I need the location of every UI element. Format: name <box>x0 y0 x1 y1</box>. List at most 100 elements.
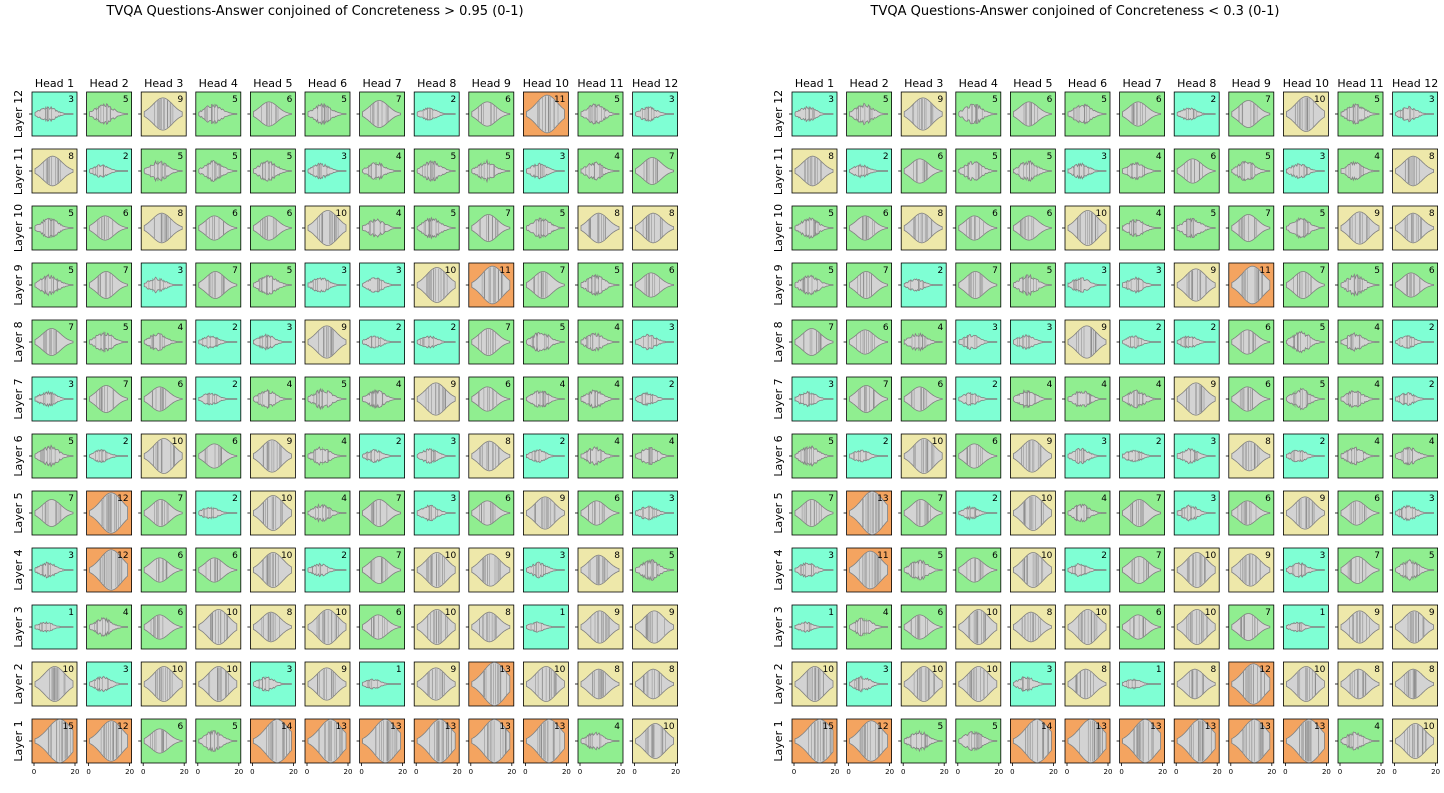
count-label: 8 <box>614 665 620 675</box>
violin-cell: 5 <box>789 205 838 251</box>
count-label: 7 <box>883 266 889 276</box>
count-label: 2 <box>396 323 402 333</box>
violin-mark <box>1013 389 1052 409</box>
count-label: 8 <box>1101 665 1107 675</box>
layer-label: Layer 4 <box>772 549 785 590</box>
count-label: 10 <box>336 608 348 618</box>
count-label: 6 <box>505 494 511 504</box>
count-label: 3 <box>287 323 293 333</box>
violin-mark <box>143 159 183 183</box>
x-tick-label: 20 <box>831 768 840 776</box>
violin-cell: 13 0 20 <box>1116 718 1167 776</box>
count-label: 7 <box>883 380 889 390</box>
count-label: 13 <box>1096 722 1107 732</box>
violin-cell: 10 <box>1062 205 1111 251</box>
count-label: 6 <box>1265 323 1271 333</box>
count-label: 3 <box>450 437 456 447</box>
count-label: 6 <box>287 209 293 219</box>
x-tick-label: 20 <box>1267 768 1276 776</box>
violin-cell: 8 <box>1225 433 1275 479</box>
violin-mark <box>580 554 620 586</box>
count-label: 5 <box>560 323 566 333</box>
layer-label: Layer 1 <box>12 720 25 761</box>
violin-cell: 8 <box>1389 205 1438 251</box>
violin-cell: 6 <box>1171 148 1220 194</box>
count-label: 12 <box>1259 665 1270 675</box>
head-label: Head 7 <box>1122 77 1161 90</box>
violin-mark <box>635 723 674 759</box>
violin-mark <box>253 101 292 127</box>
violin-cell: 5 <box>1280 205 1329 251</box>
violin-cell: 7 <box>465 319 515 365</box>
x-tick-label: 20 <box>562 768 571 776</box>
violin-cell: 5 0 20 <box>952 718 1003 776</box>
count-label: 11 <box>499 266 510 276</box>
count-label: 3 <box>1320 551 1326 561</box>
violin-cell: 5 <box>898 547 947 593</box>
violin-cell: 10 <box>29 661 78 707</box>
violin-cell: 13 0 20 <box>411 718 462 776</box>
x-tick-label: 0 <box>359 768 363 776</box>
count-label: 2 <box>232 323 238 333</box>
violin-cell: 6 <box>1007 91 1056 137</box>
x-tick-label: 0 <box>956 768 960 776</box>
violin-mark <box>958 505 998 521</box>
violin-cell: 13 0 20 <box>1280 718 1331 776</box>
violin-mark <box>1395 558 1434 582</box>
violin-cell: 8 <box>629 205 678 251</box>
violin-cell: 10 0 20 <box>1389 718 1440 776</box>
count-label: 6 <box>232 551 238 561</box>
violin-mark <box>635 610 674 644</box>
count-label: 5 <box>992 95 998 105</box>
violin-cell: 6 <box>138 547 187 593</box>
count-label: 3 <box>1210 437 1216 447</box>
count-label: 3 <box>1101 152 1107 162</box>
violin-cell: 5 <box>1335 262 1384 308</box>
violin-mark <box>1067 719 1107 763</box>
count-label: 4 <box>396 380 402 390</box>
count-label: 5 <box>1374 266 1380 276</box>
count-label: 10 <box>336 209 348 219</box>
count-label: 10 <box>226 665 238 675</box>
violin-mark <box>253 676 292 692</box>
violin-cell: 7 <box>1225 91 1275 137</box>
violin-cell: 8 <box>465 433 515 479</box>
violin-cell: 3 <box>302 148 351 194</box>
violin-cell: 11 <box>1225 262 1275 308</box>
count-label: 2 <box>1210 323 1216 333</box>
violin-cell: 4 <box>1335 319 1384 365</box>
count-label: 4 <box>1101 380 1107 390</box>
violin-cell: 4 <box>1116 376 1165 422</box>
count-label: 3 <box>992 323 998 333</box>
violin-mark <box>794 562 834 578</box>
count-label: 6 <box>669 266 675 276</box>
violin-mark <box>526 621 565 633</box>
count-label: 2 <box>937 266 943 276</box>
x-tick-label: 0 <box>1174 768 1178 776</box>
violin-mark <box>416 335 456 349</box>
violin-cell: 10 <box>411 604 460 650</box>
count-label: 3 <box>1320 152 1326 162</box>
violin-cell: 8 <box>1389 148 1438 194</box>
count-label: 3 <box>1429 95 1435 105</box>
x-tick-label: 0 <box>632 768 636 776</box>
count-label: 6 <box>123 209 129 219</box>
count-label: 3 <box>287 665 293 675</box>
count-label: 6 <box>937 380 943 390</box>
x-tick-label: 20 <box>71 768 80 776</box>
violin-cell: 4 <box>356 148 406 194</box>
count-label: 4 <box>1156 209 1162 219</box>
violin-cell: 5 <box>247 262 296 308</box>
count-label: 7 <box>396 551 402 561</box>
violin-cell: 5 <box>411 148 460 194</box>
violin-cell: 6 <box>465 91 515 137</box>
violin-mark <box>1122 276 1161 294</box>
count-label: 8 <box>177 209 183 219</box>
violin-cell: 12 <box>83 490 132 536</box>
violin-cell: 10 <box>302 205 351 251</box>
violin-cell: 5 <box>1171 205 1220 251</box>
violin-cell: 3 <box>1062 262 1111 308</box>
count-label: 9 <box>1374 209 1380 219</box>
count-label: 5 <box>560 209 566 219</box>
violin-mark <box>958 103 998 125</box>
